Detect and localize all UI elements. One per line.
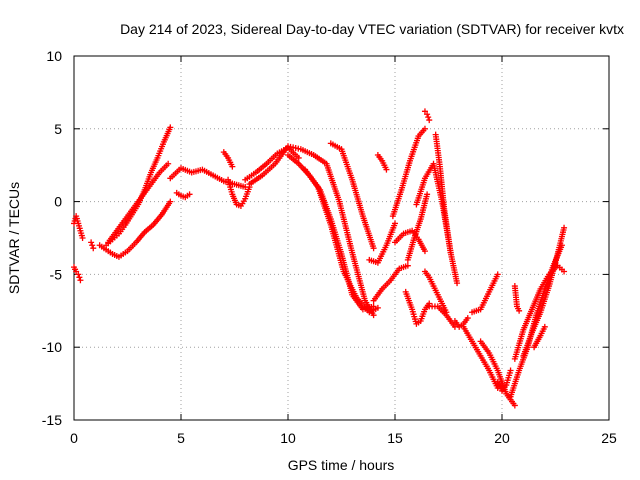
data-point	[165, 160, 172, 167]
plot-frame	[73, 55, 610, 421]
data-point	[383, 166, 390, 173]
data-point	[167, 198, 174, 205]
data-point	[541, 323, 548, 330]
data-point	[89, 242, 96, 249]
data-point	[426, 117, 433, 124]
data-point	[75, 271, 82, 278]
data-point	[77, 277, 84, 284]
data-point	[464, 315, 471, 322]
data-point	[424, 111, 431, 118]
data-point	[79, 235, 86, 241]
data-point	[370, 312, 377, 319]
x-tick-label: 25	[601, 430, 617, 446]
data-point	[392, 220, 398, 227]
axis-ticks: 0 5 10 15 20 25 -15 -10 -5 0 5 10	[42, 48, 617, 446]
y-tick-label: -15	[42, 412, 62, 428]
data-point	[374, 304, 381, 311]
data-point	[186, 191, 193, 198]
data-point	[229, 163, 236, 170]
data-point	[516, 307, 523, 314]
data-point	[404, 262, 411, 269]
data-point	[561, 224, 568, 231]
chart-title: Day 214 of 2023, Sidereal Day-to-day VTE…	[120, 21, 624, 37]
data-marks	[71, 108, 568, 409]
data-point	[507, 367, 514, 374]
y-tick-label: 10	[46, 48, 62, 64]
data-point	[421, 248, 428, 255]
x-tick-label: 20	[494, 430, 510, 446]
data-point	[90, 245, 97, 252]
y-tick-label: -5	[50, 266, 63, 282]
data-point	[76, 274, 83, 281]
data-point	[454, 280, 461, 287]
data-point	[511, 402, 518, 409]
x-axis-label: GPS time / hours	[288, 457, 395, 473]
data-point	[167, 124, 174, 131]
x-tick-label: 0	[70, 430, 78, 446]
y-tick-label: 0	[54, 194, 62, 210]
data-point	[425, 114, 432, 121]
x-tick-label: 5	[177, 430, 185, 446]
data-point	[295, 154, 302, 161]
data-point	[88, 239, 95, 246]
x-tick-label: 15	[387, 430, 403, 446]
y-axis-label: SDTVAR / TECUs	[6, 182, 22, 294]
data-point	[494, 271, 501, 278]
y-tick-label: -10	[42, 339, 62, 355]
data-point	[424, 191, 431, 198]
y-tick-label: 5	[54, 121, 62, 137]
data-point	[370, 245, 377, 252]
x-tick-label: 10	[280, 430, 296, 446]
data-point	[561, 268, 568, 275]
data-point	[421, 125, 428, 132]
grid	[74, 56, 609, 420]
